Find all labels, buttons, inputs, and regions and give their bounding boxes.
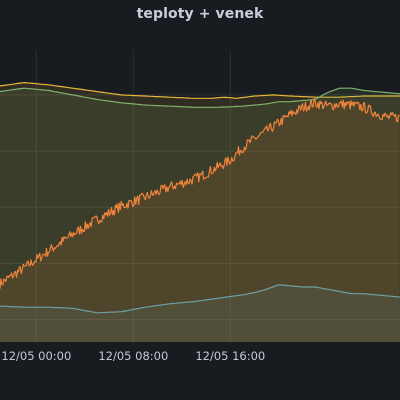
series-line-3 (0, 284, 400, 314)
x-tick-label: 12/05 08:00 (98, 349, 168, 363)
x-tick-label: 12/05 16:00 (195, 349, 265, 363)
x-tick-label: 12/05 00:00 (1, 349, 71, 363)
series-area-3 (0, 284, 400, 342)
series-line-2 (0, 98, 400, 289)
series-area-0 (0, 82, 400, 342)
series-line-1 (0, 87, 400, 108)
plot-area (0, 82, 400, 342)
panel-title: teploty + venek (136, 6, 264, 22)
grid (0, 50, 400, 342)
series-area-1 (0, 88, 400, 342)
series-area-2 (0, 98, 400, 342)
x-axis: 12/05 00:00 12/05 08:00 12/05 16:00 (1, 349, 265, 363)
series-line-0 (0, 82, 400, 99)
